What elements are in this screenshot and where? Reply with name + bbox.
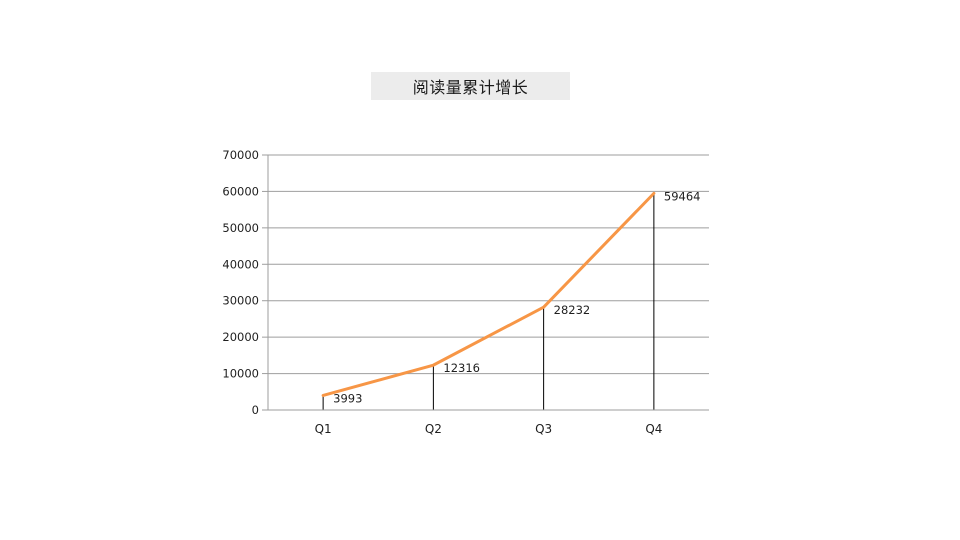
y-axis-tick-label: 30000	[222, 294, 259, 308]
y-axis-tick-label: 50000	[222, 221, 259, 235]
series-line	[321, 191, 656, 397]
y-axis-tick-label: 20000	[222, 330, 259, 344]
x-axis-category-label: Q2	[425, 422, 442, 436]
data-point-label: 28232	[554, 303, 591, 317]
data-point-label: 3993	[333, 391, 362, 405]
chart-title: 阅读量累计增长	[412, 78, 529, 97]
y-axis-tick-label: 40000	[222, 257, 259, 271]
data-point-label: 59464	[664, 189, 701, 203]
y-axis-tick-label: 10000	[222, 367, 259, 381]
x-axis-category-label: Q1	[315, 422, 332, 436]
x-axis-category-label: Q4	[645, 422, 662, 436]
chart-title-box: 阅读量累计增长	[371, 72, 570, 100]
y-axis-tick-label: 60000	[222, 184, 259, 198]
x-axis-category-label: Q3	[535, 422, 552, 436]
y-axis-tick-label: 70000	[222, 148, 259, 162]
data-point-label: 12316	[443, 361, 480, 375]
y-axis-tick-label: 0	[252, 403, 259, 417]
